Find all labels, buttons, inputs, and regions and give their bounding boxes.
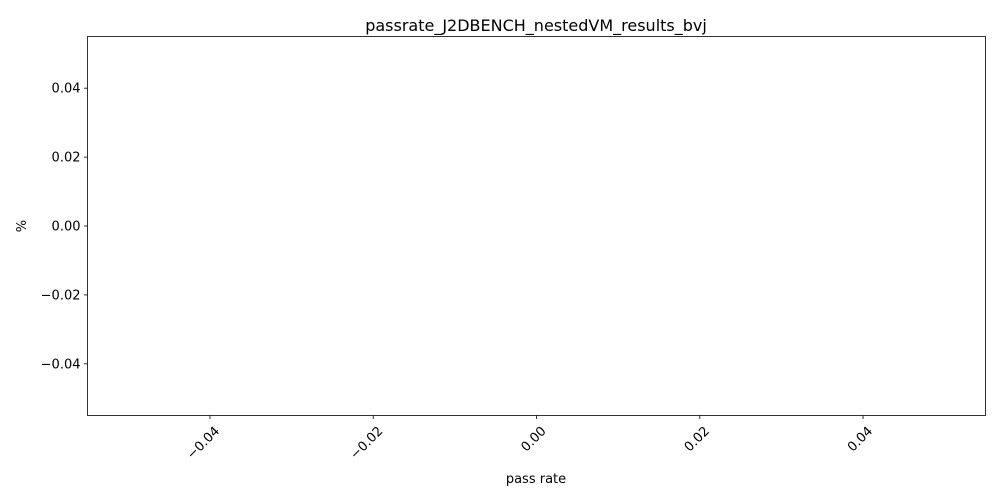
y-axis-ticks: 0.04 0.02 0.00 −0.02 −0.04 <box>41 82 88 372</box>
y-tick-label: 0.02 <box>52 151 81 166</box>
chart-title: passrate_J2DBENCH_nestedVM_results_bvj <box>365 16 707 36</box>
x-axis-ticks: −0.04 −0.02 0.00 0.02 0.04 <box>184 415 876 463</box>
x-axis-label: pass rate <box>506 472 566 487</box>
y-axis-label: % <box>15 220 30 232</box>
y-tick-label: 0.04 <box>52 82 81 97</box>
y-tick-label: −0.04 <box>41 357 81 372</box>
plot-area <box>87 36 986 416</box>
x-tick-label: 0.02 <box>682 424 713 455</box>
y-tick-label: −0.02 <box>41 288 81 303</box>
x-tick-label: 0.04 <box>845 424 876 455</box>
x-tick-label: 0.00 <box>518 424 549 455</box>
y-tick-label: 0.00 <box>52 220 81 235</box>
x-tick-label: −0.04 <box>184 424 223 463</box>
x-tick-label: −0.02 <box>347 424 386 463</box>
